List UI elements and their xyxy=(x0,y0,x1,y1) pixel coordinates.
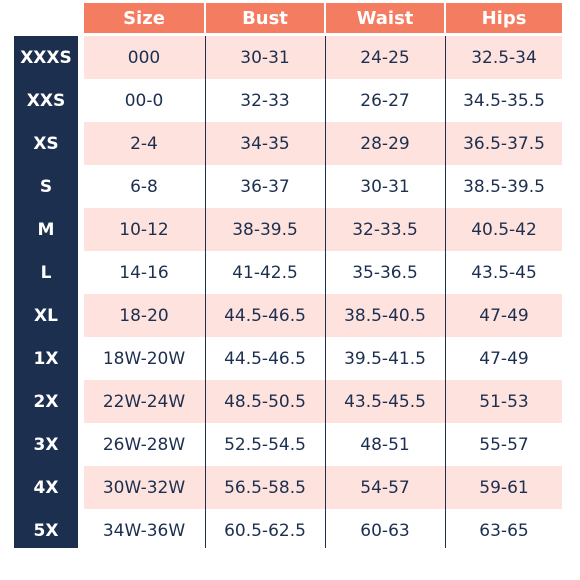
size-label: 2X xyxy=(33,391,59,412)
table-row: 22W-24W 48.5-50.5 43.5-45.5 51-53 xyxy=(84,380,562,423)
cell-bust: 44.5-46.5 xyxy=(224,305,306,326)
table-row: 34W-36W 60.5-62.5 60-63 63-65 xyxy=(84,509,562,552)
cell-size: 34W-36W xyxy=(102,520,186,541)
cell-hips: 51-53 xyxy=(479,391,529,412)
size-label: L xyxy=(40,262,52,283)
cell-bust: 36-37 xyxy=(240,176,290,197)
table-row: 6-8 36-37 30-31 38.5-39.5 xyxy=(84,165,562,208)
cell-waist: 32-33.5 xyxy=(352,219,418,240)
cell-waist: 48-51 xyxy=(360,434,410,455)
cell-size: 18W-20W xyxy=(102,348,186,369)
cell-hips: 32.5-34 xyxy=(471,47,537,68)
cell-bust: 56.5-58.5 xyxy=(224,477,306,498)
cell-hips: 47-49 xyxy=(479,305,529,326)
cell-size: 00-0 xyxy=(124,90,164,111)
table-row: 14-16 41-42.5 35-36.5 43.5-45 xyxy=(84,251,562,294)
cell-size: 14-16 xyxy=(119,262,169,283)
cell-hips: 40.5-42 xyxy=(471,219,537,240)
cell-hips: 34.5-35.5 xyxy=(463,90,545,111)
cell-bust: 38-39.5 xyxy=(232,219,298,240)
table-row: 10-12 38-39.5 32-33.5 40.5-42 xyxy=(84,208,562,251)
cell-bust: 30-31 xyxy=(240,47,290,68)
cell-waist: 30-31 xyxy=(360,176,410,197)
cell-hips: 59-61 xyxy=(479,477,529,498)
size-label: M xyxy=(37,219,55,240)
cell-bust: 32-33 xyxy=(240,90,290,111)
size-label: 4X xyxy=(33,477,59,498)
size-label: S xyxy=(39,176,53,197)
cell-bust: 60.5-62.5 xyxy=(224,520,306,541)
cell-hips: 43.5-45 xyxy=(471,262,537,283)
cell-bust: 48.5-50.5 xyxy=(224,391,306,412)
cell-size: 30W-32W xyxy=(102,477,186,498)
cell-waist: 43.5-45.5 xyxy=(344,391,426,412)
cell-size: 10-12 xyxy=(119,219,169,240)
size-label: 1X xyxy=(33,348,59,369)
size-label-column: XXXS XXS XS S M L XL 1X 2X 3X 4X 5X xyxy=(14,36,78,548)
cell-bust: 41-42.5 xyxy=(232,262,298,283)
table-row: 26W-28W 52.5-54.5 48-51 55-57 xyxy=(84,423,562,466)
size-label: 3X xyxy=(33,434,59,455)
cell-hips: 47-49 xyxy=(479,348,529,369)
cell-size: 2-4 xyxy=(130,133,158,154)
cell-waist: 26-27 xyxy=(360,90,410,111)
cell-waist: 39.5-41.5 xyxy=(344,348,426,369)
cell-bust: 52.5-54.5 xyxy=(224,434,306,455)
size-label: XL xyxy=(34,305,58,326)
cell-bust: 44.5-46.5 xyxy=(224,348,306,369)
size-label: 5X xyxy=(33,520,59,541)
table-row: 30W-32W 56.5-58.5 54-57 59-61 xyxy=(84,466,562,509)
cell-waist: 35-36.5 xyxy=(352,262,418,283)
table-row: 000 30-31 24-25 32.5-34 xyxy=(84,36,562,79)
cell-size: 000 xyxy=(127,47,161,68)
cell-waist: 28-29 xyxy=(360,133,410,154)
table-row: 18W-20W 44.5-46.5 39.5-41.5 47-49 xyxy=(84,337,562,380)
cell-size: 26W-28W xyxy=(102,434,186,455)
cell-size: 18-20 xyxy=(119,305,169,326)
cell-hips: 36.5-37.5 xyxy=(463,133,545,154)
header-bust: Bust xyxy=(206,3,324,33)
header-waist: Waist xyxy=(326,3,444,33)
table-row: 18-20 44.5-46.5 38.5-40.5 47-49 xyxy=(84,294,562,337)
cell-hips: 55-57 xyxy=(479,434,529,455)
cell-waist: 60-63 xyxy=(360,520,410,541)
column-divider xyxy=(445,36,446,548)
column-divider xyxy=(325,36,326,548)
size-label: XXS xyxy=(26,90,66,111)
cell-waist: 24-25 xyxy=(360,47,410,68)
header-size: Size xyxy=(84,3,204,33)
cell-waist: 54-57 xyxy=(360,477,410,498)
cell-size: 6-8 xyxy=(130,176,158,197)
cell-hips: 63-65 xyxy=(479,520,529,541)
header-hips: Hips xyxy=(446,3,562,33)
cell-bust: 34-35 xyxy=(240,133,290,154)
size-label: XXXS xyxy=(20,47,72,68)
cell-size: 22W-24W xyxy=(102,391,186,412)
cell-hips: 38.5-39.5 xyxy=(463,176,545,197)
table-row: 2-4 34-35 28-29 36.5-37.5 xyxy=(84,122,562,165)
table-row: 00-0 32-33 26-27 34.5-35.5 xyxy=(84,79,562,122)
cell-waist: 38.5-40.5 xyxy=(344,305,426,326)
column-divider xyxy=(205,36,206,548)
size-label: XS xyxy=(33,133,59,154)
